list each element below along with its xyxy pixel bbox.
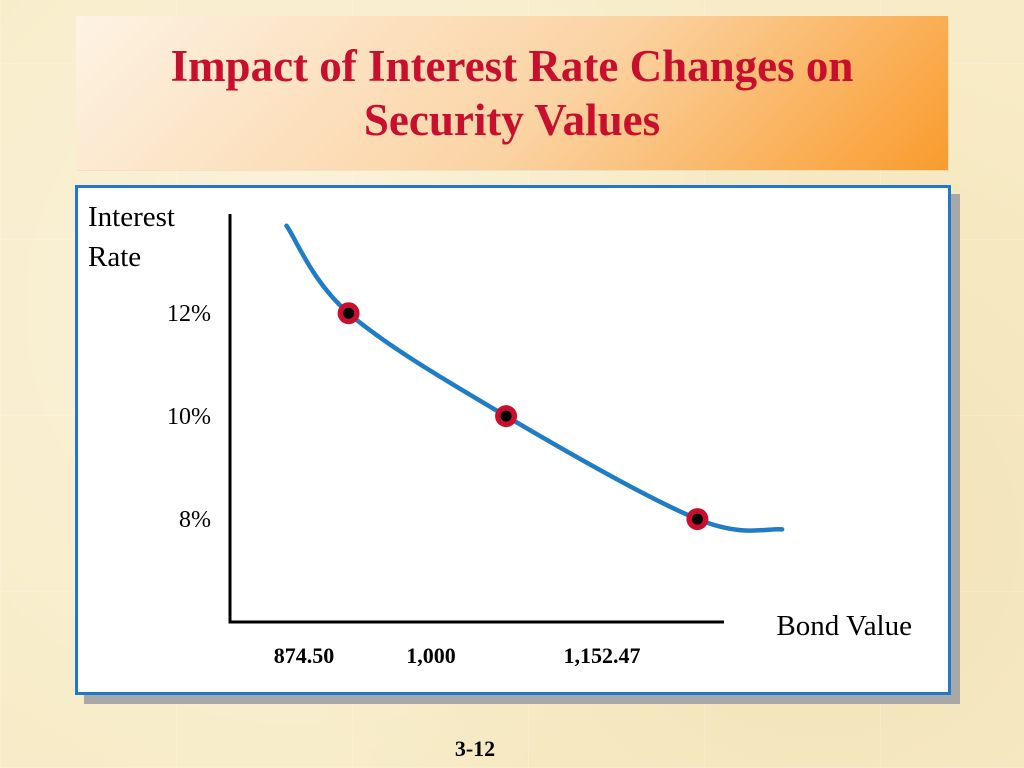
y-axis-label-line2: Rate (88, 241, 141, 273)
y-tick-label-1: 12% (167, 301, 211, 327)
y-tick-label-2: 10% (167, 404, 211, 430)
x-axis-label: Bond Value (776, 610, 912, 642)
x-tick-label-1: 874.50 (274, 643, 335, 668)
title-banner: Impact of Interest Rate Changes on Secur… (76, 16, 948, 170)
yield-value-curve (284, 223, 785, 533)
data-point-3-center (691, 513, 703, 525)
x-tick-label-2: 1,000 (406, 643, 456, 668)
data-point-1-center (343, 307, 355, 319)
y-axis-label-line1: Interest (88, 201, 175, 233)
x-tick-label-3: 1,152.47 (564, 643, 641, 668)
data-point-2-center (500, 410, 512, 422)
y-tick-label-3: 8% (179, 507, 211, 533)
slide-title: Impact of Interest Rate Changes on Secur… (170, 41, 854, 145)
page-number: 3-12 (454, 736, 496, 761)
chart-panel (75, 185, 951, 695)
